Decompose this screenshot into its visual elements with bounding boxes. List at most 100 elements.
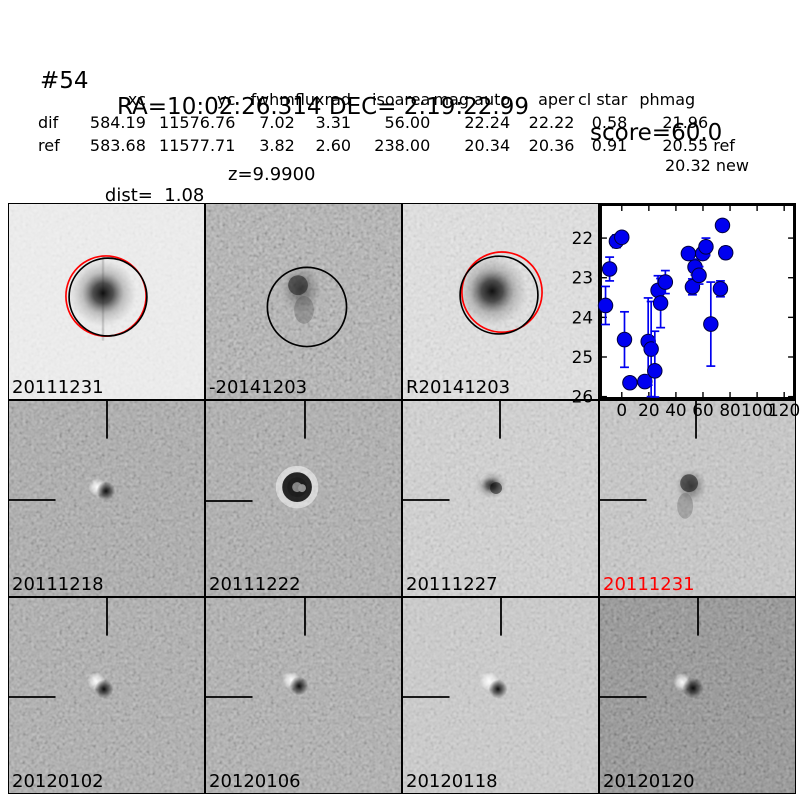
- y-tick-label: 26: [572, 387, 593, 407]
- cutout-panel-diff-20120120: 20120120: [599, 597, 796, 794]
- dif-mag-auto: 22.24: [464, 113, 511, 132]
- cutout-image: [206, 598, 401, 793]
- dif-isoarea: 56.00: [384, 113, 431, 132]
- cutout-grid: 20111231 -20141203 R20141203: [8, 203, 800, 794]
- dipole-black-lobe: [488, 679, 508, 699]
- cutout-panel-new-20111231: 20111231: [8, 203, 205, 400]
- cutout-panel-minus-20141203: -20141203: [205, 203, 402, 400]
- ref-xc: 583.68: [89, 136, 146, 155]
- cutout-date-label: 20120118: [406, 771, 498, 792]
- dif-xc: 584.19: [89, 113, 146, 132]
- cutout-panel-diff-20111222: 20111222: [205, 400, 402, 597]
- cutout-panel-diff-20120106: 20120106: [205, 597, 402, 794]
- col-header-cl-star: cl star: [578, 90, 628, 109]
- source-tail: [677, 493, 694, 519]
- lightcurve-panel: 0 20 40 60 80 100 120 22 23 24 25 26: [572, 203, 800, 420]
- lightcurve-data: [597, 217, 734, 398]
- plot-frame: [600, 204, 795, 399]
- dif-fluxrad: 3.31: [315, 113, 352, 132]
- source-tail: [294, 296, 314, 324]
- page-title: #54 RA=10:02:26.314 DEC= 2:19:22.99 scor…: [0, 42, 800, 146]
- row-label-ref: ref: [38, 136, 60, 155]
- dif-aper: 22.22: [528, 113, 575, 132]
- aperture-circle-black: [68, 257, 148, 337]
- data-point: [601, 261, 618, 277]
- cutout-date-label: 20120106: [209, 771, 301, 792]
- col-header-fluxrad: fluxrad: [294, 90, 352, 109]
- dipole-black-lobe: [94, 679, 114, 699]
- source-core: [288, 275, 308, 296]
- col-header-xc: xc: [127, 90, 146, 109]
- phmag-new-value: 20.32 new: [665, 156, 749, 175]
- data-point: [712, 281, 729, 297]
- table-row-dif: dif 584.19 11576.76 7.02 3.31 56.00 22.2…: [38, 111, 800, 134]
- y-tick-label: 22: [572, 228, 593, 248]
- row-label-dif: dif: [38, 113, 59, 132]
- cutout-date-label: 20120102: [12, 771, 104, 792]
- cutout-image: [9, 598, 204, 793]
- axis-ticks: [600, 205, 795, 398]
- ref-isoarea: 238.00: [374, 136, 431, 155]
- x-tick-label: 80: [719, 400, 740, 420]
- data-point: [614, 229, 630, 246]
- cutout-image: [206, 401, 401, 596]
- y-tick-label: 24: [572, 307, 593, 327]
- x-tick-label: 60: [692, 400, 713, 420]
- x-tick-label: 120: [768, 400, 800, 420]
- dist-z-line: dist= 1.08 z=9.9900: [82, 164, 316, 248]
- source-core: [680, 474, 698, 493]
- data-point: [684, 279, 701, 295]
- col-header-aper: aper: [538, 90, 575, 109]
- col-header-isoarea: isoarea: [372, 90, 431, 109]
- source-core: [490, 482, 502, 495]
- white-halo: [275, 465, 319, 509]
- cutout-panel-diff-20111218: 20111218: [8, 400, 205, 597]
- cutout-panel-diff-20111231: 20111231: [599, 400, 796, 597]
- data-point: [703, 316, 719, 332]
- dif-yc: 11576.76: [159, 113, 236, 132]
- x-tick-label: 100: [741, 400, 773, 420]
- y-tick-label: 25: [572, 347, 593, 367]
- data-point: [616, 331, 633, 348]
- candidate-id: #54: [40, 68, 89, 94]
- col-header-fwhm: fwhm: [250, 90, 295, 109]
- col-header-blank: [38, 88, 68, 111]
- data-point: [717, 244, 734, 261]
- cutout-panel-ref-20141203: R20141203: [402, 203, 599, 400]
- col-header-phmag: phmag: [639, 90, 696, 109]
- cutout-image: [403, 204, 598, 399]
- cutout-image: [403, 598, 598, 793]
- cutout-panel-diff-20120118: 20120118: [402, 597, 599, 794]
- data-point: [691, 267, 707, 284]
- ref-fwhm: 3.82: [259, 136, 295, 155]
- data-point: [698, 239, 714, 255]
- x-tick-label: 40: [665, 400, 686, 420]
- source-blob: [69, 259, 137, 327]
- cutout-date-label: 20111231: [12, 377, 104, 398]
- measurements-table: xc yc fwhm fluxrad isoarea mag auto aper…: [38, 88, 800, 157]
- cutout-date-label: 20111231: [603, 574, 695, 595]
- ref-fluxrad: 2.60: [315, 136, 352, 155]
- table-header-row: xc yc fwhm fluxrad isoarea mag auto aper…: [38, 88, 800, 111]
- cutout-date-label: 20120120: [603, 771, 695, 792]
- ring-notch: [298, 484, 306, 493]
- ref-aper: 20.36: [528, 136, 575, 155]
- cutout-panel-diff-20120102: 20120102: [8, 597, 205, 794]
- source-blob: [456, 255, 528, 327]
- data-point: [643, 341, 659, 357]
- data-point: [622, 374, 638, 391]
- cutout-image: [600, 598, 795, 793]
- ref-cl-star: 0.91: [591, 136, 628, 155]
- dipole-black-lobe: [289, 676, 309, 696]
- cutout-date-label: 20111218: [12, 574, 104, 595]
- col-header-yc: yc: [217, 90, 236, 109]
- data-point: [597, 297, 614, 314]
- col-header-mag-auto: mag auto: [433, 90, 511, 109]
- cutout-image: [206, 204, 401, 399]
- data-point: [652, 295, 669, 311]
- cutout-date-label: R20141203: [406, 377, 511, 398]
- ref-phmag: 20.55 ref: [662, 136, 735, 155]
- dif-phmag: 21.96: [662, 113, 709, 132]
